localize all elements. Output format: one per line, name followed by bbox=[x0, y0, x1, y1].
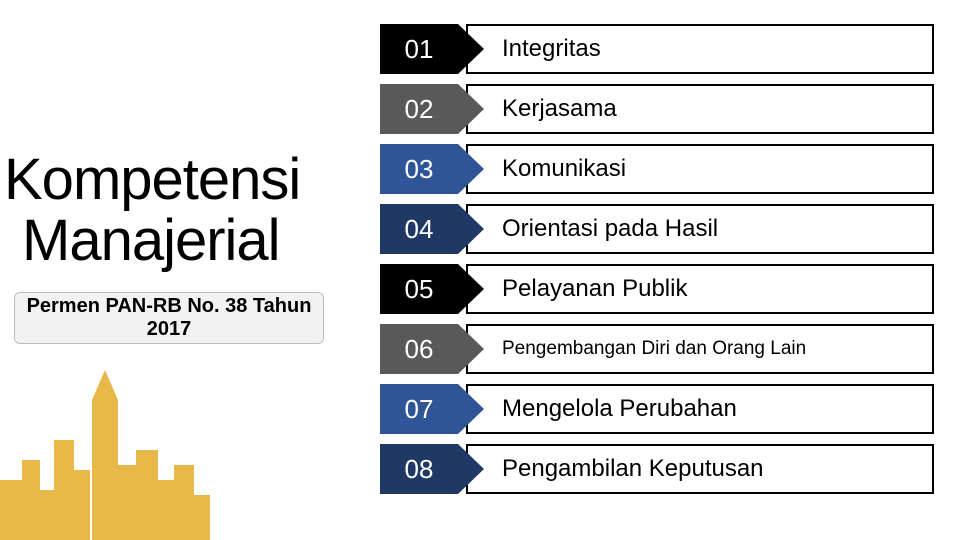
list-item: Integritas01 bbox=[380, 24, 940, 74]
chevron-right-icon bbox=[458, 84, 484, 134]
item-label: Pengembangan Diri dan Orang Lain bbox=[466, 324, 934, 374]
slide-title: Kompetensi Manajerial bbox=[4, 150, 380, 272]
title-line-2: Manajerial bbox=[4, 211, 380, 272]
subtitle-pill: Permen PAN-RB No. 38 Tahun 2017 bbox=[14, 292, 324, 344]
item-label: Integritas bbox=[466, 24, 934, 74]
chevron-right-icon bbox=[458, 324, 484, 374]
item-label: Pengambilan Keputusan bbox=[466, 444, 934, 494]
item-number: 01 bbox=[380, 24, 458, 74]
slide: Kompetensi Manajerial Permen PAN-RB No. … bbox=[0, 0, 960, 540]
item-label: Kerjasama bbox=[466, 84, 934, 134]
chevron-right-icon bbox=[458, 24, 484, 74]
item-number: 07 bbox=[380, 384, 458, 434]
item-label: Mengelola Perubahan bbox=[466, 384, 934, 434]
chevron-right-icon bbox=[458, 384, 484, 434]
list-item: Pengambilan Keputusan08 bbox=[380, 444, 940, 494]
item-number: 05 bbox=[380, 264, 458, 314]
left-column: Kompetensi Manajerial Permen PAN-RB No. … bbox=[0, 0, 380, 540]
chevron-right-icon bbox=[458, 264, 484, 314]
chevron-right-icon bbox=[458, 444, 484, 494]
chevron-right-icon bbox=[458, 204, 484, 254]
list-item: Komunikasi03 bbox=[380, 144, 940, 194]
item-number: 06 bbox=[380, 324, 458, 374]
title-line-1: Kompetensi bbox=[4, 150, 380, 211]
list-item: Orientasi pada Hasil04 bbox=[380, 204, 940, 254]
list-item: Mengelola Perubahan07 bbox=[380, 384, 940, 434]
item-number: 03 bbox=[380, 144, 458, 194]
list-item: Kerjasama02 bbox=[380, 84, 940, 134]
item-number: 02 bbox=[380, 84, 458, 134]
chevron-right-icon bbox=[458, 144, 484, 194]
list-item: Pelayanan Publik05 bbox=[380, 264, 940, 314]
item-label: Komunikasi bbox=[466, 144, 934, 194]
item-number: 04 bbox=[380, 204, 458, 254]
list-item: Pengembangan Diri dan Orang Lain06 bbox=[380, 324, 940, 374]
subtitle-text: Permen PAN-RB No. 38 Tahun 2017 bbox=[23, 295, 315, 341]
competency-list: Integritas01Kerjasama02Komunikasi03Orien… bbox=[380, 24, 940, 524]
item-number: 08 bbox=[380, 444, 458, 494]
skyline-graphic bbox=[0, 370, 210, 540]
item-label: Orientasi pada Hasil bbox=[466, 204, 934, 254]
item-label: Pelayanan Publik bbox=[466, 264, 934, 314]
